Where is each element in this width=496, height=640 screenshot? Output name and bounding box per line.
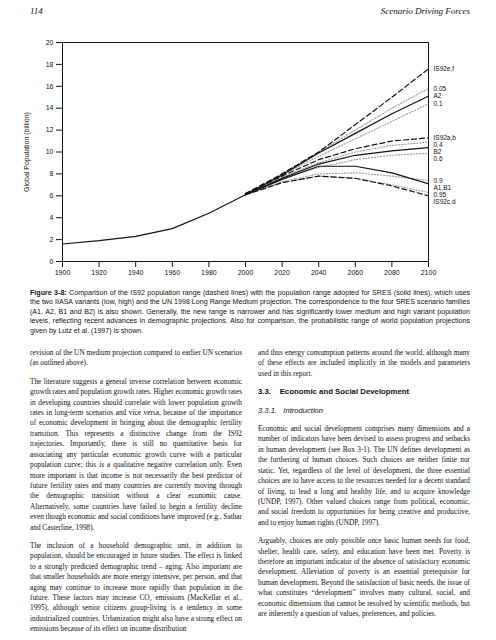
- svg-text:1900: 1900: [55, 269, 71, 276]
- html-text:Economic and social developmen: Economic and social development comprise…: [258, 424, 470, 527]
- svg-text:2080: 2080: [384, 269, 400, 276]
- html-text:Figure 3-8: Comparison of the: Figure 3-8: Comparison of the IS92 popul…: [30, 289, 470, 335]
- svg-text:1920: 1920: [91, 269, 107, 276]
- svg-text:0: 0: [50, 258, 54, 265]
- svg-text:IS92c,d: IS92c,d: [434, 198, 456, 205]
- svg-text:1960: 1960: [165, 269, 181, 276]
- svg-text:IS92a,b: IS92a,b: [434, 134, 457, 141]
- html-text:Arguably, choices are only pos: Arguably, choices are only possible once…: [258, 536, 470, 618]
- svg-text:0.1: 0.1: [434, 100, 443, 107]
- svg-text:1980: 1980: [201, 269, 217, 276]
- svg-text:12: 12: [46, 126, 54, 133]
- svg-text:2020: 2020: [274, 269, 290, 276]
- svg-text:10: 10: [46, 148, 54, 155]
- svg-text:14: 14: [46, 104, 54, 111]
- svg-text:1940: 1940: [128, 269, 144, 276]
- svg-text:0.05: 0.05: [434, 85, 447, 92]
- html-text:3.3.1. Introduction: 3.3.1. Introduction: [258, 405, 323, 415]
- svg-text:0.9: 0.9: [434, 177, 443, 184]
- html-text:The inclusion of a household d: The inclusion of a household demographic…: [30, 540, 242, 634]
- svg-text:0.4: 0.4: [434, 141, 443, 148]
- svg-text:A2: A2: [434, 92, 442, 99]
- html-text:and thus energy consumption pa: and thus energy consumption patterns aro…: [258, 348, 470, 378]
- svg-text:A1,B1: A1,B1: [434, 184, 452, 191]
- svg-text:0.6: 0.6: [434, 155, 443, 162]
- html-text:The literature suggests a gene: The literature suggests a general invers…: [30, 376, 242, 532]
- svg-text:8: 8: [50, 170, 54, 177]
- svg-text:2: 2: [50, 236, 54, 243]
- svg-text:2040: 2040: [311, 269, 327, 276]
- svg-text:18: 18: [46, 61, 54, 68]
- svg-text:20: 20: [46, 39, 54, 46]
- svg-text:6: 6: [50, 192, 54, 199]
- svg-text:2060: 2060: [348, 269, 364, 276]
- svg-text:Global Population (billion): Global Population (billion): [23, 112, 31, 192]
- svg-text:4: 4: [50, 214, 54, 221]
- html-text:3.3. Economic and Social Devel: 3.3. Economic and Social Development: [258, 387, 410, 397]
- svg-text:2000: 2000: [238, 269, 254, 276]
- svg-text:B2: B2: [434, 148, 442, 155]
- svg-text:IS92e,f: IS92e,f: [434, 65, 455, 72]
- html-text:revision of the UN medium proj: revision of the UN medium projection com…: [30, 348, 242, 368]
- html-text:114: 114: [30, 6, 43, 16]
- svg-text:0.95: 0.95: [434, 191, 447, 198]
- html-text:Scenario Driving Forces: Scenario Driving Forces: [380, 6, 470, 16]
- svg-text:16: 16: [46, 83, 54, 90]
- svg-text:2100: 2100: [421, 269, 437, 276]
